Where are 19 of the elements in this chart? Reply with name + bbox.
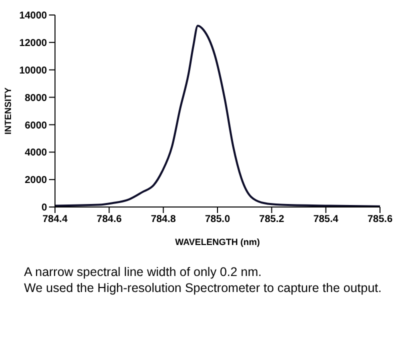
y-tick-label: 8000 <box>24 92 48 104</box>
x-axis-title: WAVELENGTH (nm) <box>175 237 260 247</box>
y-tick-label: 14000 <box>19 10 48 22</box>
y-tick-label: 6000 <box>24 120 48 132</box>
y-tick-label: 4000 <box>24 148 48 159</box>
y-tick-label: 12000 <box>19 38 48 49</box>
x-tick-label: 785.0 <box>204 214 230 226</box>
text: A narrow spectral line width of only 0.2 nm. <box>24 264 263 280</box>
y-tick-label: 2000 <box>24 175 48 186</box>
x-tick-label: 785.2 <box>259 214 285 226</box>
x-tick-label: 784.4 <box>42 214 68 226</box>
y-tick-label: 0 <box>41 202 48 214</box>
x-tick-label: 784.6 <box>96 214 122 226</box>
x-tick-label: 784.8 <box>150 214 176 226</box>
x-tick-label: 785.4 <box>313 214 339 226</box>
x-tick-label: 785.6 <box>367 214 393 226</box>
y-tick-label: 10000 <box>19 65 48 76</box>
y-axis-title: INTENSITY <box>3 87 14 135</box>
text: We used the High-resolution Spectrometer to capture the output. <box>24 280 383 296</box>
